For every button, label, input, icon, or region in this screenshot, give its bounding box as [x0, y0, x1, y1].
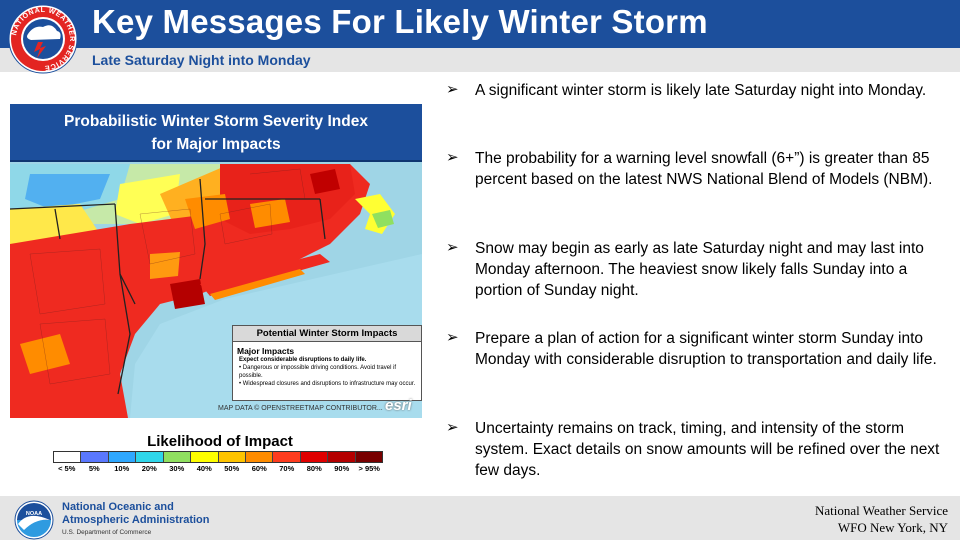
impact-expect: Expect considerable disruptions to daily… [239, 357, 367, 363]
legend-label: 70% [279, 464, 295, 473]
legend-label: 80% [306, 464, 322, 473]
map-credit: MAP DATA © OPENSTREETMAP CONTRIBUTOR... [218, 405, 383, 412]
legend-swatch [355, 452, 383, 462]
legend-swatch [191, 452, 219, 462]
legend-title: Likelihood of Impact [147, 433, 293, 450]
legend-swatch [163, 452, 192, 462]
bullet-text: Snow may begin as early as late Saturday… [475, 240, 924, 299]
impact-level: Major Impacts [237, 346, 295, 356]
legend-swatch [328, 452, 356, 462]
esri-logo: esri [385, 397, 412, 414]
legend-label: 5% [88, 464, 100, 473]
legend-label: 40% [196, 464, 212, 473]
legend-swatch [245, 452, 274, 462]
impact-bullet-1: • Dangerous or impossible driving condit… [239, 365, 397, 379]
map-title-line-1: Probabilistic Winter Storm Severity Inde… [64, 113, 368, 130]
arrow-bullet-icon: ➢ [446, 149, 459, 166]
legend-swatch [54, 452, 82, 462]
bullet-text: Prepare a plan of action for a significa… [475, 330, 937, 368]
legend-swatch [218, 452, 246, 462]
page-title: Key Messages For Likely Winter Storm [92, 3, 708, 40]
legend-label: 60% [251, 464, 267, 473]
legend-label: 30% [169, 464, 185, 473]
page-subtitle: Late Saturday Night into Monday [92, 52, 311, 68]
noaa-logo-icon: NOAA [14, 500, 54, 540]
legend-label: > 95% [358, 464, 380, 473]
bullet-text: A significant winter storm is likely lat… [475, 82, 927, 99]
legend-label: 20% [141, 464, 157, 473]
footer-bar [0, 496, 960, 540]
noaa-department: U.S. Department of Commerce [62, 529, 152, 536]
legend-labels: < 5% 5% 10% 20% 30% 40% 50% 60% 70% 80% 90% > 95% [53, 464, 383, 473]
bullet-text: The probability for a warning level snow… [475, 150, 933, 188]
legend-label: < 5% [58, 464, 76, 473]
bullet-text: Uncertainty remains on track, timing, an… [475, 420, 940, 479]
nws-logo-icon: NATIONAL WEATHER SERVICE [8, 4, 78, 74]
legend-label: 50% [224, 464, 240, 473]
impact-bullet-2: • Widespread closures and disruptions to… [239, 381, 416, 387]
map-title-line-2: for Major Impacts [151, 136, 281, 153]
legend-swatch [273, 452, 301, 462]
wssi-map-graphic [10, 104, 422, 418]
map-title-box: Probabilistic Winter Storm Severity Inde… [10, 104, 422, 162]
office-name: National Weather Service [815, 503, 948, 518]
legend-label: 10% [114, 464, 130, 473]
noaa-name-line-2: Atmospheric Administration [62, 514, 210, 526]
office-location: WFO New York, NY [837, 520, 948, 535]
arrow-bullet-icon: ➢ [446, 329, 459, 346]
svg-text:NOAA: NOAA [26, 511, 42, 517]
arrow-bullet-icon: ➢ [446, 81, 459, 98]
legend-swatch [136, 452, 164, 462]
legend-label: 90% [334, 464, 350, 473]
title-bar: Key Messages For Likely Winter Storm [0, 0, 960, 48]
legend-color-bar [53, 451, 383, 463]
legend-swatch [108, 452, 137, 462]
legend-swatch [81, 452, 109, 462]
arrow-bullet-icon: ➢ [446, 419, 459, 436]
subtitle-bar: Late Saturday Night into Monday [0, 48, 960, 72]
noaa-name-line-1: National Oceanic and [62, 501, 174, 513]
impact-box-heading: Potential Winter Storm Impacts [233, 326, 421, 342]
arrow-bullet-icon: ➢ [446, 239, 459, 256]
legend-swatch [300, 452, 329, 462]
impact-info-box: Potential Winter Storm Impacts Major Imp… [232, 325, 422, 401]
